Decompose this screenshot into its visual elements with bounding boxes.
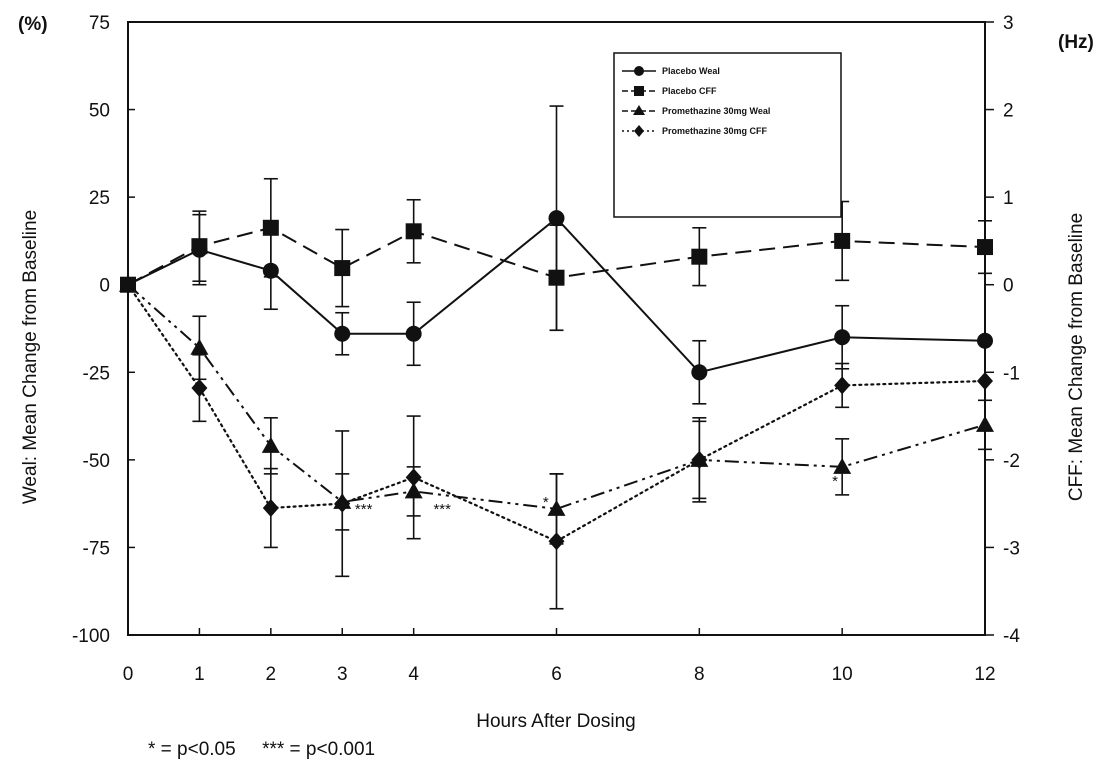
data-point — [405, 468, 422, 487]
data-point — [191, 238, 208, 255]
data-point — [548, 532, 565, 551]
series-layer: *** *** ** — [119, 105, 994, 610]
y-right-tick-label: 3 — [1003, 13, 1014, 34]
legend-box — [613, 52, 842, 218]
data-point — [261, 436, 280, 453]
x-tick-label: 2 — [266, 664, 277, 685]
data-point — [977, 239, 993, 256]
data-point — [834, 376, 851, 395]
data-point — [691, 364, 708, 381]
data-point — [833, 457, 852, 474]
y-right-tick-label: -3 — [1003, 538, 1020, 559]
data-point — [977, 332, 993, 349]
left-unit-label: (%) — [18, 14, 48, 35]
legend-label: Placebo CFF — [662, 86, 717, 96]
legend-marker — [634, 86, 644, 96]
legend-label: Placebo Weal — [662, 66, 720, 76]
data-point — [405, 325, 422, 342]
data-point — [976, 415, 994, 432]
legend-entry: Promethazine 30mg CFF — [622, 125, 768, 137]
data-point — [334, 325, 351, 342]
legend-marker — [634, 125, 644, 137]
series-promethazine-30mg-cff — [120, 275, 993, 610]
y-left-tick-label: 25 — [89, 188, 110, 209]
y-right-tick-label: -2 — [1003, 451, 1020, 472]
legend-entry: Promethazine 30mg Weal — [622, 105, 770, 116]
axes: 0 1 2 3 4 6 8 10 127550250-25-50-75-1003210-1-2-… — [72, 13, 1020, 685]
data-point — [977, 372, 993, 391]
y-left-tick-label: -75 — [83, 538, 110, 559]
legend-label: Promethazine 30mg CFF — [662, 126, 768, 136]
data-point — [120, 275, 136, 294]
y-left-tick-label: 0 — [99, 276, 110, 297]
significance-marker: * — [832, 473, 838, 490]
data-point — [190, 338, 209, 355]
legend-label: Promethazine 30mg Weal — [662, 106, 770, 116]
legend-marker — [634, 66, 644, 76]
y-right-tick-label: -4 — [1003, 626, 1020, 647]
x-tick-label: 1 — [194, 664, 205, 685]
y-right-tick-label: -1 — [1003, 363, 1020, 384]
series-placebo-cff — [120, 177, 993, 332]
y-right-tick-label: 2 — [1003, 101, 1014, 122]
series-line — [126, 283, 987, 543]
data-point — [334, 260, 351, 277]
data-point — [334, 494, 351, 513]
x-tick-label: 12 — [974, 664, 995, 685]
data-point — [262, 219, 279, 236]
data-point — [691, 450, 708, 469]
significance-marker: *** — [433, 501, 451, 518]
y-right-tick-label: 0 — [1003, 276, 1014, 297]
data-point — [691, 248, 708, 265]
data-point — [191, 379, 208, 398]
x-tick-label: 6 — [551, 664, 562, 685]
legend: Placebo Weal Placebo CFF Promethazine 30mg… — [613, 52, 842, 218]
y-left-tick-label: 75 — [89, 13, 110, 34]
legend-entry: Placebo CFF — [622, 86, 717, 96]
significance-footnote: * = p<0.05 *** = p<0.001 — [148, 739, 375, 760]
y-axis-left-title: Weal: Mean Change from Baseline — [20, 210, 41, 504]
y-right-tick-label: 1 — [1003, 188, 1014, 209]
data-point — [548, 210, 565, 227]
data-point — [262, 499, 279, 518]
x-tick-label: 3 — [337, 664, 348, 685]
data-point — [548, 269, 565, 286]
y-left-tick-label: -50 — [83, 451, 110, 472]
x-tick-label: 4 — [408, 664, 419, 685]
x-tick-label: 10 — [832, 664, 853, 685]
y-left-tick-label: 50 — [89, 101, 110, 122]
data-point — [834, 329, 851, 346]
x-tick-label: 0 — [123, 664, 134, 685]
legend-marker — [633, 105, 645, 115]
data-point — [834, 232, 851, 249]
significance-marker: * — [543, 494, 549, 511]
y-axis-right-title: CFF: Mean Change from Baseline — [1066, 213, 1087, 501]
x-axis-title: Hours After Dosing — [476, 711, 635, 732]
data-point — [405, 223, 422, 240]
x-tick-label: 8 — [694, 664, 705, 685]
y-left-tick-label: -100 — [72, 626, 110, 647]
significance-marker: *** — [355, 501, 373, 518]
right-unit-label: (Hz) — [1058, 32, 1094, 53]
legend-entry: Placebo Weal — [622, 66, 720, 76]
y-left-tick-label: -25 — [83, 363, 110, 384]
